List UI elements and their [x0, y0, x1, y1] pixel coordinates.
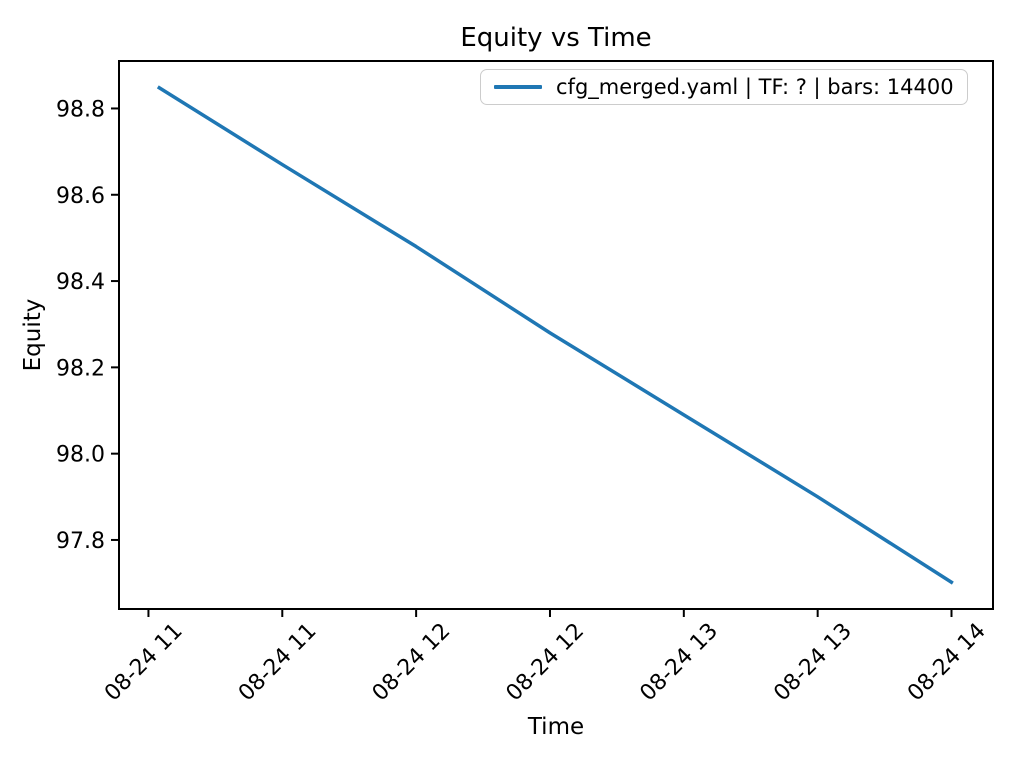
x-tick-label: 08-24 13	[635, 619, 723, 707]
series-line	[156, 85, 954, 585]
x-tick-label: 08-24 14	[903, 619, 991, 707]
y-tick-label: 98.0	[56, 443, 105, 468]
x-tick-label: 08-24 12	[368, 619, 456, 707]
y-tick-label: 98.4	[56, 270, 105, 295]
y-tick-label: 98.2	[56, 356, 105, 381]
x-tick-label: 08-24 12	[502, 619, 590, 707]
y-axis-label: Equity	[20, 298, 46, 372]
chart-title: Equity vs Time	[460, 23, 652, 53]
x-tick-label: 08-24 11	[234, 619, 322, 707]
y-tick-label: 98.6	[56, 184, 105, 209]
x-tick-label: 08-24 13	[769, 619, 857, 707]
y-tick-label: 98.8	[56, 97, 105, 122]
y-tick-label: 97.8	[56, 529, 105, 554]
axes-frame	[118, 60, 994, 610]
legend-label: cfg_merged.yaml | TF: ? | bars: 14400	[556, 75, 954, 99]
legend: cfg_merged.yaml | TF: ? | bars: 14400	[480, 69, 968, 105]
x-axis-label: Time	[527, 714, 585, 740]
legend-line-swatch	[494, 85, 542, 89]
x-tick-label: 08-24 11	[100, 619, 188, 707]
